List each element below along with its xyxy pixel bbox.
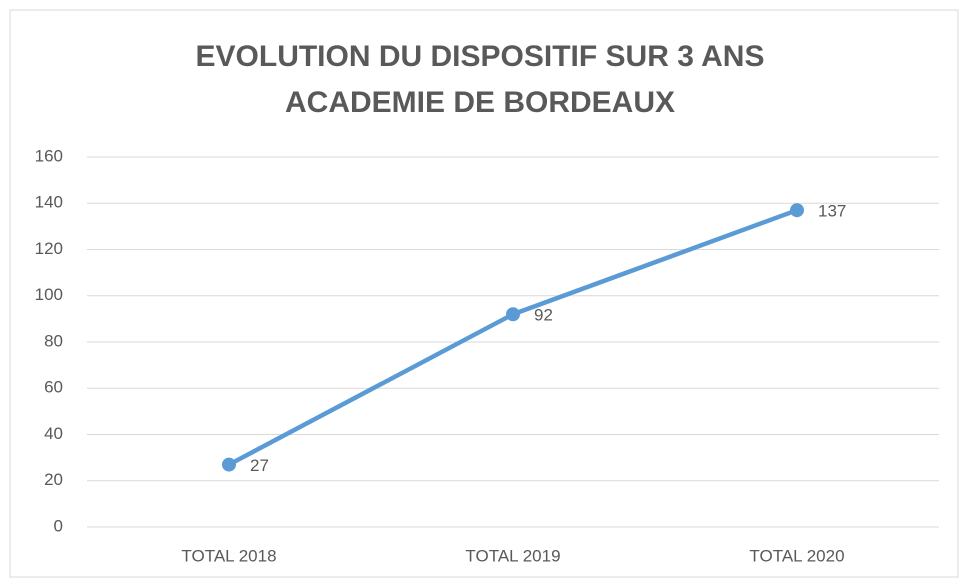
y-tick-label: 40 (44, 424, 63, 443)
data-label: 137 (818, 202, 846, 221)
x-tick-label: TOTAL 2019 (465, 546, 560, 565)
marker (790, 203, 804, 218)
data-label: 92 (534, 306, 553, 325)
chart-title: EVOLUTION DU DISPOSITIF SUR 3 ANS (196, 40, 765, 73)
y-tick-label: 20 (44, 470, 63, 489)
y-tick-label: 120 (35, 239, 63, 258)
x-tick-label: TOTAL 2018 (181, 546, 276, 565)
marker (222, 457, 236, 472)
y-tick-label: 140 (35, 193, 63, 212)
y-tick-label: 160 (35, 146, 63, 165)
y-tick-label: 100 (35, 285, 63, 304)
y-tick-label: 60 (44, 378, 63, 397)
data-label: 27 (250, 456, 269, 475)
chart-border (9, 9, 959, 578)
y-tick-label: 0 (54, 516, 63, 535)
x-tick-label: TOTAL 2020 (749, 546, 844, 565)
y-tick-label: 80 (44, 331, 63, 350)
marker (506, 307, 520, 322)
chart-title: ACADEMIE DE BORDEAUX (285, 86, 675, 119)
